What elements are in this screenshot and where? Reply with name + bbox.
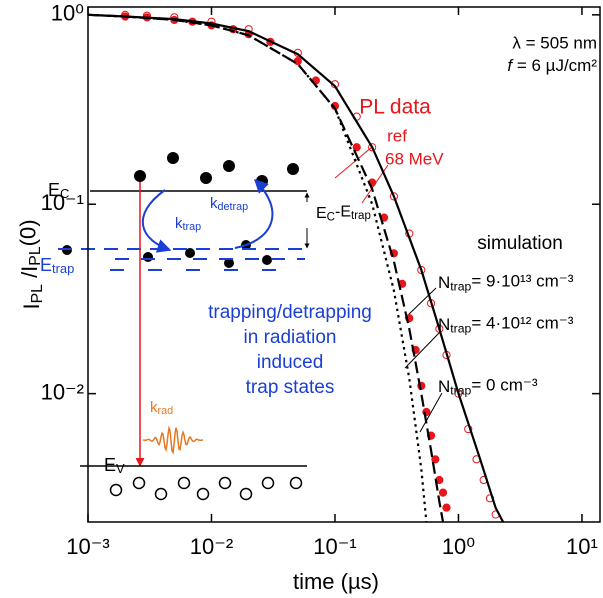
- leader-lines: [334, 146, 389, 204]
- plot-frame: [87, 6, 601, 523]
- legend-label-part: trap: [450, 280, 471, 294]
- legend-label: 68 MeV: [385, 149, 444, 168]
- data-point: [368, 143, 377, 152]
- legend-label-part: N: [438, 315, 450, 334]
- inset-label-part: trap: [351, 210, 371, 222]
- legend-label: ref: [387, 126, 407, 145]
- simulation-line: [88, 13, 445, 522]
- x-tick-label: 10⁻²: [190, 534, 233, 559]
- inset-label-part: E: [316, 205, 327, 222]
- data-point: [121, 10, 130, 19]
- annotation: f = 6 µJ/cm²: [507, 56, 597, 75]
- inset-label-part: C: [327, 212, 335, 224]
- leader-lines: [404, 287, 443, 433]
- inset-description: in radiation: [244, 327, 337, 348]
- inset-label: kdetrap: [210, 195, 248, 213]
- inset-label: krad: [150, 399, 173, 417]
- y-axis-label-part: PL: [29, 284, 46, 304]
- annotation: λ = 505 nm: [512, 33, 597, 52]
- x-tick-label: 10¹: [566, 534, 598, 559]
- legend-label-part: N: [438, 273, 450, 292]
- y-axis-label-part: PL: [27, 246, 44, 266]
- plot-area: [88, 10, 505, 522]
- data-point: [438, 488, 448, 497]
- inset-label-part: detrap: [218, 201, 249, 213]
- inset-label-part: C: [60, 186, 69, 201]
- x-tick-label: 10⁻¹: [313, 534, 356, 559]
- data-point: [293, 56, 302, 66]
- annotation-part: f: [507, 56, 514, 75]
- inset-label: ktrap: [175, 215, 201, 233]
- inset-label-part: trap: [183, 221, 202, 233]
- legend-label: Ntrap= 9·10¹³ cm⁻³: [438, 272, 574, 294]
- inset-label: EV: [104, 455, 125, 477]
- data-point: [352, 143, 361, 152]
- electrons: [62, 152, 299, 268]
- x-tick-label: 10⁰: [442, 534, 475, 559]
- annotation-part: = 6 µJ/cm²: [512, 56, 597, 75]
- inset-label-part: E: [104, 455, 116, 475]
- y-axis-label-part: (0): [15, 219, 40, 246]
- legend-label-part: trap: [450, 384, 471, 398]
- inset-label-part: V: [116, 461, 125, 476]
- data-point: [244, 25, 253, 34]
- simulation-line: [88, 13, 428, 522]
- annotation: simulation: [477, 233, 563, 254]
- annotation: PL data: [359, 96, 431, 119]
- inset-label-part: E: [40, 255, 52, 275]
- inset-label-part: k: [175, 215, 183, 232]
- inset-label-part: k: [150, 399, 158, 416]
- data-point: [389, 192, 398, 201]
- inset-description: trap states: [246, 377, 335, 398]
- simulation-line: [88, 13, 505, 522]
- trap-levels: [58, 248, 307, 271]
- legend-label-part: = 9·10¹³ cm⁻³: [471, 272, 573, 291]
- y-axis-label-part: /I: [17, 266, 42, 284]
- y-tick-label: 10⁰: [51, 1, 84, 26]
- y-axis-label: IPL /IPL(0): [15, 219, 46, 309]
- data-point: [431, 455, 440, 464]
- inset-label-part: trap: [52, 261, 74, 276]
- inset-description: trapping/detrapping: [208, 302, 372, 323]
- y-axis-label-part: I: [19, 303, 44, 309]
- legend-label-part: = 0 cm⁻³: [471, 376, 537, 395]
- inset-label: Etrap: [40, 255, 74, 277]
- inset-description: induced: [257, 352, 324, 373]
- y-tick-label: 10⁻²: [41, 379, 84, 404]
- x-tick-label: 10⁻³: [66, 534, 109, 559]
- legend-label-part: = 4·10¹² cm⁻³: [471, 314, 573, 333]
- data-point: [142, 11, 152, 20]
- inset-label-part: rad: [158, 405, 174, 417]
- legend-label: Ntrap= 4·10¹² cm⁻³: [438, 314, 574, 336]
- x-axis-label: time (µs): [293, 569, 379, 594]
- legend-label-part: trap: [450, 322, 471, 336]
- inset-label: EC-Etrap: [316, 204, 371, 224]
- y-tick-label: 10⁻¹: [41, 190, 84, 215]
- legend-label: Ntrap= 0 cm⁻³: [438, 376, 538, 398]
- legend-label-part: N: [438, 377, 450, 396]
- inset-label-part: -E: [335, 204, 351, 221]
- inset-diagram: [58, 152, 310, 501]
- data-point: [442, 503, 451, 512]
- inset-label: EC: [48, 180, 69, 202]
- inset-label-part: E: [48, 180, 60, 200]
- inset-label-part: k: [210, 195, 218, 212]
